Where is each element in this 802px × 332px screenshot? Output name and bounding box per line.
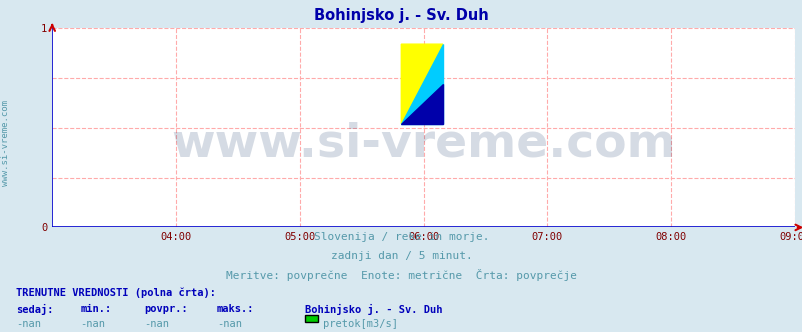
Text: -nan: -nan [80,319,105,329]
Text: www.si-vreme.com: www.si-vreme.com [171,121,675,166]
Text: Bohinjsko j. - Sv. Duh: Bohinjsko j. - Sv. Duh [305,304,442,315]
Text: zadnji dan / 5 minut.: zadnji dan / 5 minut. [330,251,472,261]
Text: -nan: -nan [144,319,169,329]
Text: -nan: -nan [217,319,241,329]
Text: -nan: -nan [16,319,41,329]
Polygon shape [401,44,443,124]
Text: sedaj:: sedaj: [16,304,54,315]
Text: www.si-vreme.com: www.si-vreme.com [1,100,10,186]
Text: maks.:: maks.: [217,304,254,314]
Text: pretok[m3/s]: pretok[m3/s] [322,319,397,329]
Text: Meritve: povprečne  Enote: metrične  Črta: povprečje: Meritve: povprečne Enote: metrične Črta:… [225,269,577,281]
Text: Slovenija / reke in morje.: Slovenija / reke in morje. [314,232,488,242]
Text: min.:: min.: [80,304,111,314]
Text: Bohinjsko j. - Sv. Duh: Bohinjsko j. - Sv. Duh [314,8,488,23]
Polygon shape [401,44,443,124]
Text: povpr.:: povpr.: [144,304,188,314]
Text: TRENUTNE VREDNOSTI (polna črta):: TRENUTNE VREDNOSTI (polna črta): [16,287,216,298]
Polygon shape [401,84,443,124]
